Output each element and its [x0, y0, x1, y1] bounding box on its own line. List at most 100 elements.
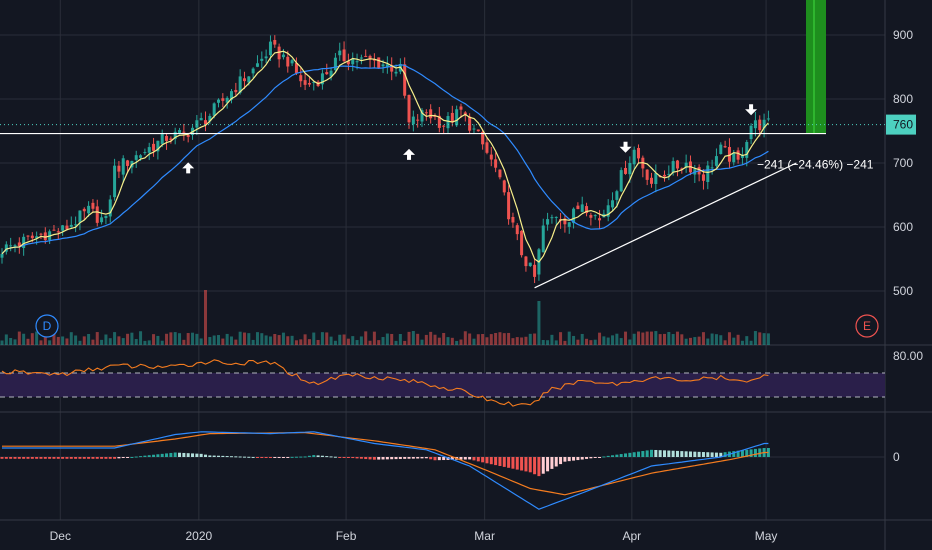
- volume-bar-166: [719, 335, 723, 345]
- macd-hist-bar-30: [130, 457, 134, 458]
- macd-hist-bar-53: [229, 456, 233, 458]
- candle-body-33: [143, 152, 147, 154]
- volume-bar-75: [325, 332, 329, 345]
- macd-hist-bar-97: [420, 457, 424, 459]
- volume-bar-20: [87, 333, 91, 345]
- macd-hist-bar-63: [273, 457, 277, 458]
- macd-hist-bar-52: [225, 456, 229, 458]
- candle-body-46: [199, 118, 203, 121]
- macd-hist-bar-170: [736, 450, 740, 457]
- candle-body-135: [585, 206, 589, 214]
- macd-hist-bar-133: [576, 457, 580, 461]
- macd-hist-bar-157: [680, 451, 684, 457]
- candle-body-142: [615, 191, 619, 200]
- volume-bar-38: [165, 333, 169, 345]
- candle-body-20: [87, 205, 91, 214]
- macd-hist-bar-96: [416, 457, 420, 459]
- arrow-up-1: [403, 148, 416, 160]
- candle-body-94: [407, 94, 411, 123]
- volume-bar-140: [606, 337, 610, 345]
- volume-bar-91: [394, 340, 398, 345]
- candle-body-167: [723, 146, 727, 148]
- volume-bar-175: [758, 332, 762, 345]
- volume-bar-109: [472, 338, 476, 345]
- candle-body-169: [732, 153, 736, 163]
- volume-bar-131: [567, 331, 571, 345]
- axes: Dec 2020 Feb Mar Apr May 500 600 700 800 900 80.00 0…: [50, 28, 924, 543]
- macd-hist-bar-120: [520, 457, 524, 471]
- volume-bar-69: [299, 339, 303, 345]
- volume-bar-113: [489, 334, 493, 345]
- volume-bar-176: [762, 333, 766, 345]
- candle-body-137: [593, 215, 597, 217]
- candle-body-75: [325, 72, 329, 75]
- candle-body-59: [255, 63, 259, 67]
- candle-body-158: [684, 162, 688, 168]
- macd-hist-bar-0: [0, 457, 4, 459]
- candle-body-41: [178, 130, 182, 134]
- volume-bar-65: [281, 332, 285, 345]
- candle-body-85: [368, 55, 372, 60]
- candle-body-107: [463, 112, 467, 115]
- macd-hist-bar-134: [580, 457, 584, 460]
- candle-body-29: [126, 160, 130, 166]
- macd-hist-bar-107: [463, 457, 467, 460]
- macd-hist-bar-136: [589, 457, 593, 459]
- macd-hist-bar-148: [641, 451, 645, 457]
- macd-hist-bar-112: [485, 457, 489, 464]
- candle-body-177: [766, 118, 770, 120]
- macd-hist-bar-13: [56, 457, 60, 459]
- candle-body-146: [632, 149, 636, 165]
- macd-hist-bar-152: [658, 450, 662, 457]
- volume-bar-121: [524, 336, 528, 345]
- volume-bar-162: [701, 332, 705, 345]
- candle-body-136: [589, 215, 593, 218]
- macd-hist-bar-177: [766, 448, 770, 457]
- volume-bar-116: [502, 333, 506, 345]
- macd-hist-bar-150: [650, 449, 653, 457]
- volume-bar-136: [589, 340, 593, 345]
- macd-hist-bar-28: [121, 457, 125, 458]
- macd-hist-bar-175: [758, 448, 762, 457]
- volume-bar-84: [364, 331, 368, 345]
- macd-hist-bar-154: [667, 450, 671, 457]
- candle-body-87: [377, 57, 381, 69]
- volume-bar-156: [675, 331, 679, 345]
- volume-bar-52: [225, 333, 229, 345]
- macd-hist-bar-117: [507, 457, 511, 468]
- macd-hist-bar-59: [255, 457, 259, 458]
- candle-body-27: [117, 165, 121, 172]
- macd-hist-bar-5: [22, 457, 26, 459]
- candle-body-115: [498, 169, 502, 178]
- volume-bar-21: [91, 339, 95, 345]
- candle-body-8: [35, 236, 39, 239]
- macd-hist-bar-74: [320, 455, 324, 457]
- candle-body-91: [394, 71, 398, 74]
- macd-hist-bar-90: [390, 457, 394, 460]
- volume-bar-108: [468, 333, 472, 345]
- macd-hist-bar-38: [165, 453, 169, 457]
- volume-bar-1: [4, 334, 8, 345]
- candle-body-108: [468, 116, 472, 131]
- candle-body-83: [359, 57, 363, 59]
- volume-bar-82: [355, 340, 359, 345]
- candle-body-71: [307, 83, 311, 85]
- volume-bar-39: [169, 332, 173, 345]
- macd-hist-bar-149: [645, 450, 649, 457]
- candle-body-117: [507, 192, 511, 220]
- volume-bar-4: [17, 331, 21, 345]
- macd-hist-bar-73: [316, 455, 320, 457]
- candle-body-118: [511, 216, 515, 223]
- volume-bar-159: [688, 337, 692, 345]
- volume-bar-15: [65, 338, 69, 345]
- candle-body-80: [346, 61, 350, 65]
- volume-bar-133: [576, 339, 580, 345]
- macd-hist-bar-158: [684, 451, 688, 457]
- candle-body-141: [611, 200, 615, 208]
- candle-body-56: [242, 78, 246, 82]
- macd-hist-bar-16: [69, 457, 73, 459]
- candle-body-120: [520, 230, 524, 256]
- macd-hist-bar-147: [637, 451, 641, 457]
- macd-hist-bar-166: [719, 452, 723, 457]
